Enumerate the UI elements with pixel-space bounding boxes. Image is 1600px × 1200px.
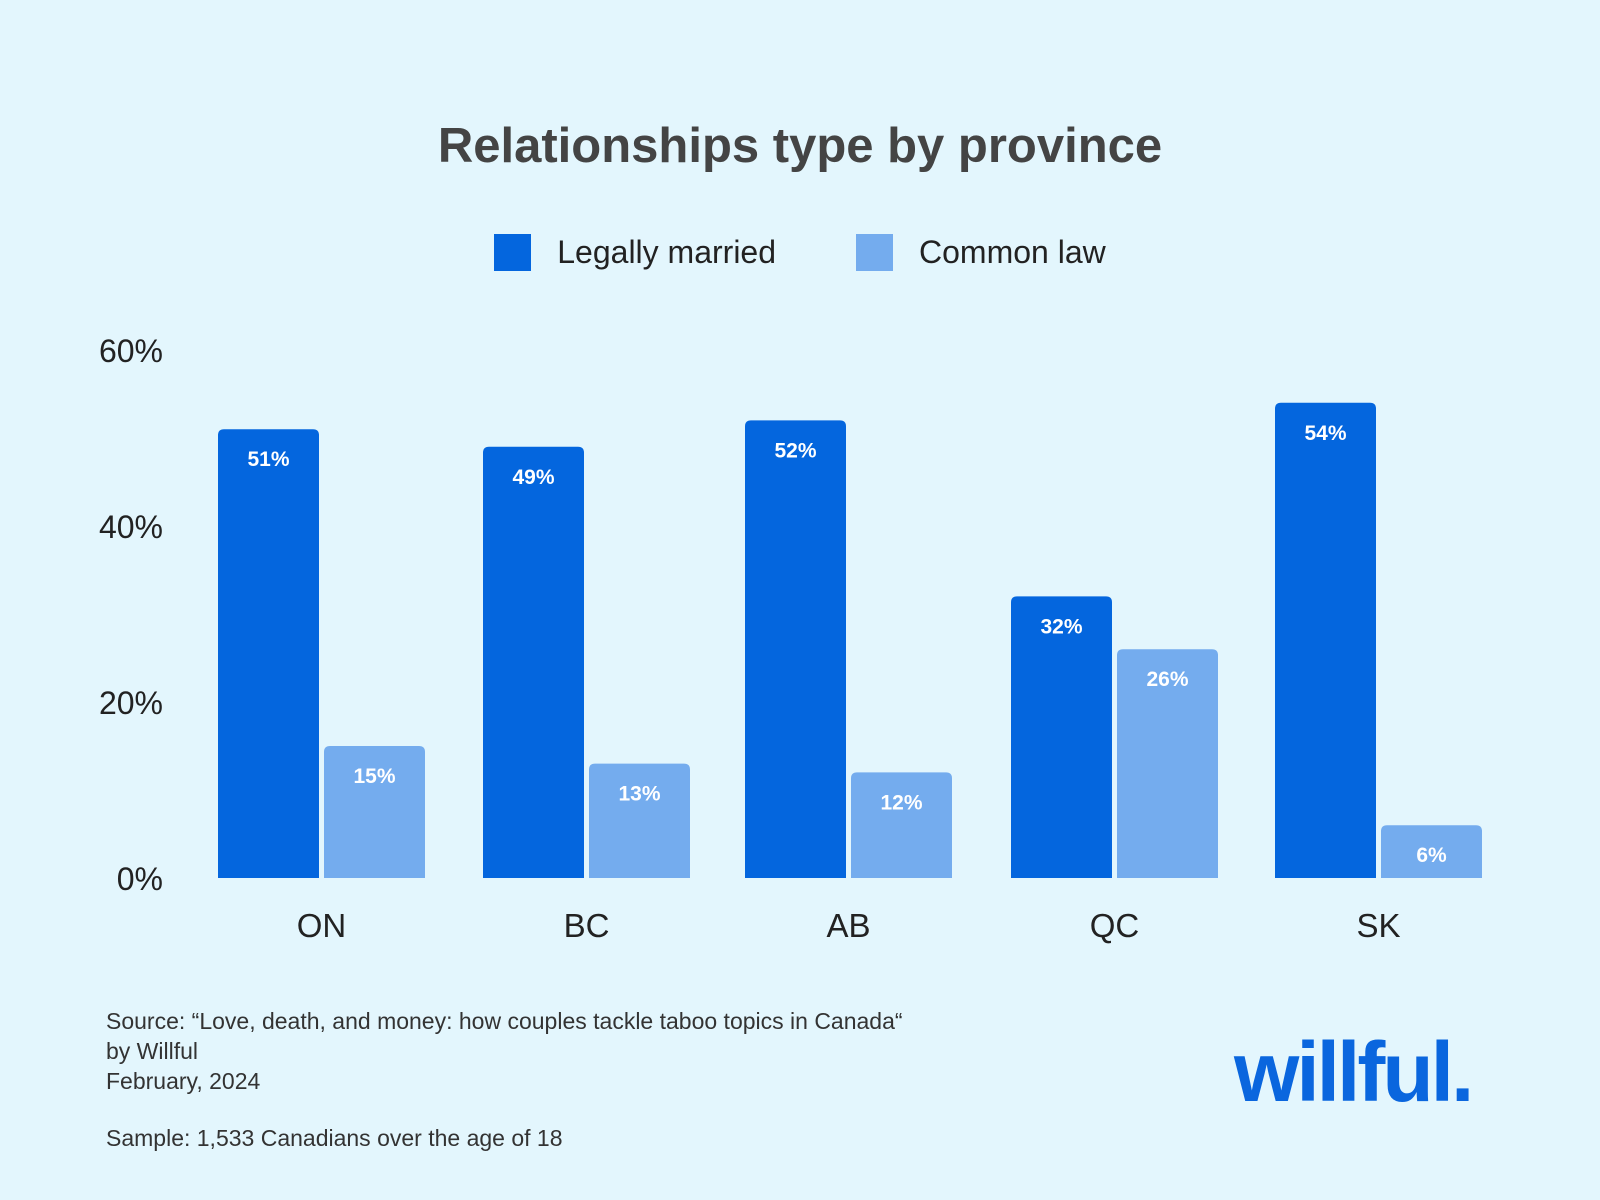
- y-tick-label: 20%: [99, 685, 163, 721]
- y-tick-label: 0%: [117, 861, 163, 897]
- bar-common-law-qc: [1117, 649, 1218, 878]
- bar-common-law-on: [324, 746, 425, 878]
- legend-item-legally-married: Legally married: [494, 234, 776, 271]
- y-tick-label: 40%: [99, 509, 163, 545]
- data-label: 52%: [774, 439, 816, 462]
- chart-title: Relationships type by province: [437, 119, 1163, 173]
- source-line: by Willful: [106, 1038, 199, 1064]
- chart-legend: Legally married Common law: [0, 234, 1600, 271]
- data-label: 13%: [618, 783, 660, 806]
- x-tick-label: BC: [564, 907, 610, 944]
- bar-chart: 0% 20% 40% 60% 51% 15% ON 49% 13% BC 52% 12% AB 32% 26…: [99, 333, 1482, 944]
- data-label: 15%: [353, 765, 395, 788]
- y-tick-label: 60%: [99, 333, 163, 369]
- legend-swatch-legally-married: [494, 234, 532, 271]
- data-label: 6%: [1416, 844, 1447, 867]
- data-label: 49%: [512, 466, 554, 489]
- bar-legally-married-ab: [745, 420, 846, 878]
- source-line: February, 2024: [106, 1068, 261, 1094]
- data-label: 51%: [247, 448, 289, 471]
- legend-label-common-law: Common law: [919, 234, 1106, 270]
- bar-legally-married-qc: [1011, 596, 1112, 878]
- legend-swatch-common-law: [856, 234, 894, 271]
- bar-legally-married-on: [218, 429, 319, 878]
- bar-common-law-bc: [589, 763, 690, 878]
- legend-label-legally-married: Legally married: [557, 234, 777, 270]
- data-label: 26%: [1146, 668, 1188, 691]
- bar-common-law-ab: [851, 772, 952, 878]
- data-label: 32%: [1040, 615, 1082, 638]
- bar-legally-married-bc: [483, 446, 584, 878]
- source-note: Source: “Love, death, and money: how cou…: [106, 1006, 903, 1096]
- x-tick-label: ON: [297, 907, 347, 944]
- x-tick-label: QC: [1090, 907, 1140, 944]
- bar-legally-married-sk: [1275, 402, 1376, 878]
- x-tick-label: SK: [1356, 907, 1400, 944]
- sample-note: Sample: 1,533 Canadians over the age of …: [106, 1125, 563, 1151]
- bar-common-law-sk: [1381, 825, 1482, 878]
- legend-item-common-law: Common law: [856, 234, 1106, 271]
- x-tick-label: AB: [826, 907, 870, 944]
- source-line: Source: “Love, death, and money: how cou…: [106, 1008, 903, 1034]
- willful-logo: willful.: [1234, 1025, 1474, 1119]
- data-label: 54%: [1304, 422, 1346, 445]
- data-label: 12%: [880, 791, 922, 814]
